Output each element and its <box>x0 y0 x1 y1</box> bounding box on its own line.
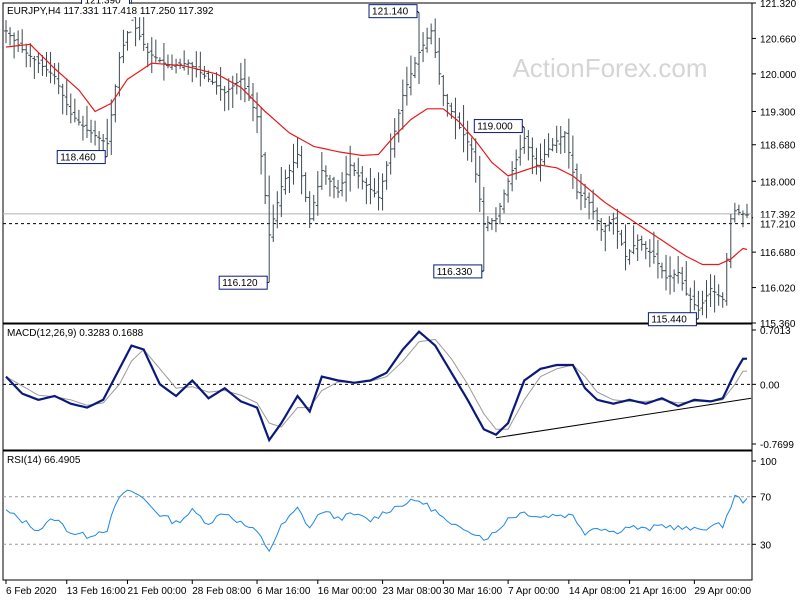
annotation-label: 116.330 <box>437 267 473 278</box>
annotation-label: 121.390 <box>85 0 122 6</box>
annotation-label: 116.120 <box>222 278 258 289</box>
annotation-box <box>218 275 268 290</box>
annotation-label: 119.000 <box>477 122 513 133</box>
price-tick-label: 118.680 <box>760 141 796 152</box>
time-tick-label: 13 Feb 16:00 <box>67 586 126 597</box>
price-tick-label: 120.000 <box>760 70 797 81</box>
rsi-panel-border <box>2 450 753 581</box>
price-panel-border <box>2 2 753 324</box>
price-tick-label: 120.660 <box>760 34 797 45</box>
macd-tick-label: -0.7699 <box>760 440 794 451</box>
price-tick-label: 118.000 <box>760 177 796 188</box>
annotation-box <box>433 264 483 279</box>
macd-tick-label: 0.00 <box>760 380 780 391</box>
price-tick-label: 121.320 <box>760 0 797 10</box>
time-tick-label: 14 Apr 08:00 <box>569 586 626 597</box>
price-tick-label: 119.300 <box>760 107 796 118</box>
rsi-panel: 100 70 30 RSI(14) 66.4905 <box>3 453 777 553</box>
time-tick-label: 21 Apr 16:00 <box>630 586 687 597</box>
annotation-box <box>56 150 106 165</box>
macd-header-bg <box>4 326 138 339</box>
time-axis: 6 Feb 2020 13 Feb 16:00 21 Feb 00:00 28 Feb… <box>5 580 752 597</box>
time-tick-label: 23 Mar 08:00 <box>383 586 442 597</box>
price-header-bg <box>4 4 219 17</box>
rsi-line <box>5 489 748 553</box>
price-tick-label: 116.020 <box>760 284 796 295</box>
annotation-box <box>473 119 523 134</box>
time-tick-label: 30 Mar 16:00 <box>443 586 502 597</box>
level-label: 117.210 <box>760 220 796 231</box>
macd-panel: 0.7013 0.00 -0.7699 MACD(12,26,9) 0.3283 0.… <box>3 326 794 451</box>
time-tick-label: 7 Apr 00:00 <box>508 586 560 597</box>
annotation-box <box>647 312 697 327</box>
rsi-tick-label: 30 <box>760 540 772 551</box>
price-tick-label: 116.680 <box>760 248 796 259</box>
annotation-label: 118.460 <box>60 153 96 164</box>
watermark: ActionForex.com <box>512 53 707 83</box>
time-tick-label: 21 Feb 00:00 <box>127 586 186 597</box>
panel-frames: ActionForex.com <box>0 2 800 582</box>
macd-header: MACD(12,26,9) 0.3283 0.1688 <box>7 328 144 339</box>
rsi-header-bg <box>4 453 82 466</box>
moving-average-line <box>5 43 748 266</box>
price-panel: 121.320 120.660 120.000 119.300 118.680 118.0… <box>3 0 799 330</box>
time-tick-label: 16 Mar 00:00 <box>318 586 377 597</box>
macd-tick-label: 0.7013 <box>760 326 791 337</box>
last-price-box <box>753 207 799 220</box>
macd-trendline <box>495 397 752 439</box>
annotation-label: 121.140 <box>372 7 409 18</box>
time-tick-label: 29 Apr 00:00 <box>694 586 751 597</box>
price-tick-label: 115.360 <box>760 319 796 330</box>
price-header: EURJPY,H4 117.331 117.418 117.250 117.39… <box>7 6 214 17</box>
time-tick-label: 6 Mar 16:00 <box>257 586 311 597</box>
annotation-label: 115.440 <box>651 315 687 326</box>
rsi-tick-label: 70 <box>760 493 772 504</box>
annotation-box <box>368 4 418 19</box>
rsi-header: RSI(14) 66.4905 <box>7 455 81 466</box>
macd-panel-border <box>2 323 753 451</box>
rsi-tick-label: 100 <box>760 457 777 468</box>
macd-main-line <box>5 330 748 443</box>
last-price-label: 117.392 <box>760 210 796 221</box>
time-tick-label: 6 Feb 2020 <box>6 586 57 597</box>
time-tick-label: 28 Feb 08:00 <box>192 586 251 597</box>
level-box <box>753 217 799 230</box>
